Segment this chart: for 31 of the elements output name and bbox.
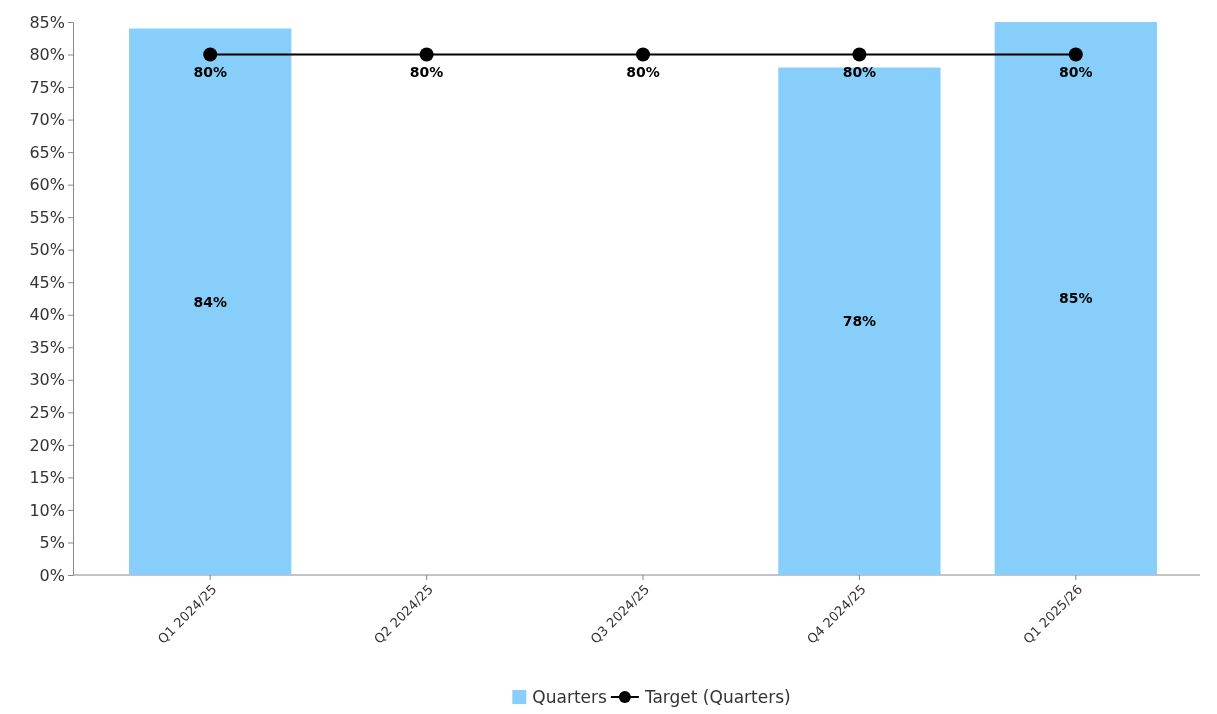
y-tick-label: 80% (29, 45, 65, 65)
y-tick-label: 70% (29, 110, 65, 130)
data-label: 78% (842, 313, 877, 330)
y-tick-label: 35% (29, 337, 65, 357)
bar (778, 67, 941, 575)
y-tick-label: 0% (39, 565, 65, 585)
y-tick-label: 30% (29, 370, 65, 390)
y-tick-label: 15% (29, 468, 65, 488)
y-tick-label: 40% (29, 305, 65, 325)
y-tick-label: 75% (29, 77, 65, 97)
y-tick-label: 85% (29, 12, 65, 32)
y-tick-label: 5% (39, 533, 65, 553)
y-tick-label: 65% (29, 142, 65, 162)
y-tick-label: 45% (29, 272, 65, 292)
y-tick-label: 55% (29, 207, 65, 227)
bar (994, 22, 1157, 575)
bar (129, 28, 292, 575)
data-label: 85% (1059, 290, 1093, 307)
data-label: 80% (193, 64, 227, 81)
y-tick-label: 10% (29, 500, 65, 520)
data-label: 80% (626, 64, 660, 81)
legend-label: Target (Quarters) (643, 686, 791, 707)
y-tick-label: 60% (29, 175, 65, 195)
data-label: 80% (842, 64, 877, 81)
data-label: 84% (193, 293, 227, 310)
y-tick-label: 20% (29, 435, 65, 455)
legend-label: Quarters (532, 686, 607, 707)
data-label: 80% (409, 64, 444, 81)
y-tick-label: 50% (29, 240, 65, 260)
data-label: 80% (1059, 64, 1093, 81)
y-tick-label: 25% (29, 402, 65, 422)
